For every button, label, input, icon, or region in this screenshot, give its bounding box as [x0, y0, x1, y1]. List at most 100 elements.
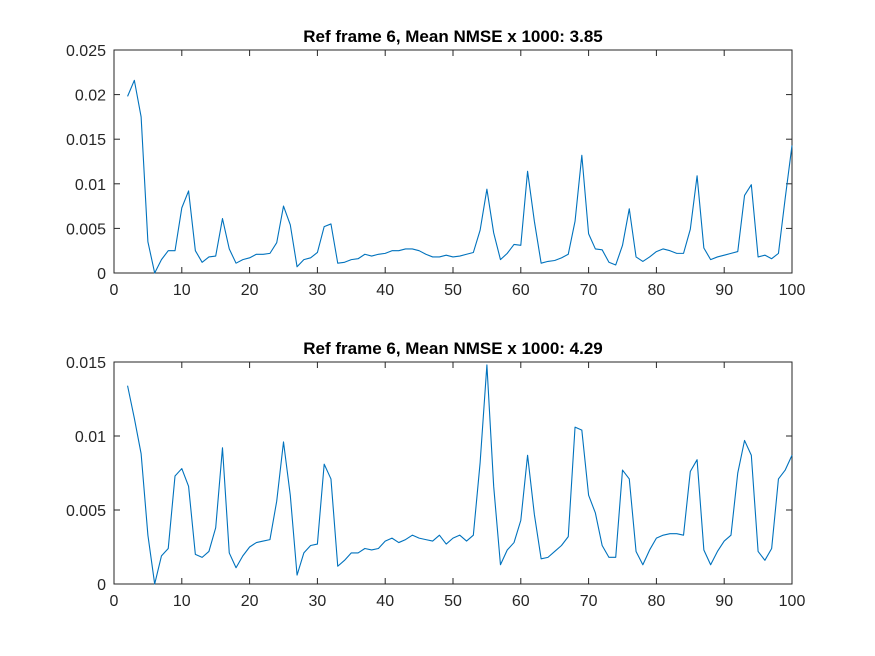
data-point: [141, 453, 142, 454]
data-point: [534, 514, 535, 515]
data-point: [344, 262, 345, 263]
data-point: [473, 252, 474, 253]
data-point: [581, 429, 582, 430]
y-tick-label: 0: [97, 266, 106, 283]
data-point: [696, 459, 697, 460]
y-tick-label: 0: [97, 577, 106, 594]
data-point: [127, 385, 128, 386]
x-tick-label: 60: [512, 282, 530, 299]
data-point: [730, 253, 731, 254]
bottom-subplot: 0 10 20 30 40 50 60 70 80 90 100 0 0.005 0.01 0.015 Ref…: [66, 339, 805, 610]
data-point: [317, 252, 318, 253]
data-point: [134, 418, 135, 419]
data-point: [486, 364, 487, 365]
data-point: [452, 256, 453, 257]
data-point: [480, 230, 481, 231]
data-point: [547, 261, 548, 262]
data-point: [513, 244, 514, 245]
data-point: [242, 259, 243, 260]
data-point: [669, 533, 670, 534]
data-point: [480, 462, 481, 463]
data-point: [188, 486, 189, 487]
data-point: [608, 262, 609, 263]
data-point: [446, 255, 447, 256]
data-point: [174, 250, 175, 251]
data-point: [656, 251, 657, 252]
data-point: [154, 272, 155, 273]
data-point: [263, 254, 264, 255]
axes-box: [113, 49, 793, 274]
data-point: [296, 266, 297, 267]
data-point: [751, 455, 752, 456]
data-point: [188, 190, 189, 191]
x-tick-label: 70: [580, 593, 598, 610]
data-point: [141, 116, 142, 117]
data-point: [730, 535, 731, 536]
data-point: [574, 427, 575, 428]
axes-box: [113, 361, 793, 585]
data-point: [385, 540, 386, 541]
data-point: [717, 551, 718, 552]
y-tick-label: 0.005: [66, 221, 106, 238]
data-point: [351, 552, 352, 553]
data-point: [263, 540, 264, 541]
data-point: [391, 250, 392, 251]
data-point: [622, 245, 623, 246]
x-tick-label: 30: [309, 593, 327, 610]
data-point: [446, 543, 447, 544]
data-point: [764, 255, 765, 256]
y-tick-label: 0.01: [75, 429, 106, 446]
data-point: [615, 264, 616, 265]
data-point: [778, 253, 779, 254]
data-point: [486, 189, 487, 190]
data-point: [235, 263, 236, 264]
data-point: [629, 208, 630, 209]
data-point: [412, 248, 413, 249]
data-point: [181, 207, 182, 208]
data-point: [649, 549, 650, 550]
data-point: [507, 253, 508, 254]
data-point: [222, 447, 223, 448]
data-point: [276, 242, 277, 243]
data-point: [568, 536, 569, 537]
data-point: [710, 259, 711, 260]
data-point: [229, 552, 230, 553]
y-tick-label: 0.015: [66, 132, 106, 149]
data-point: [520, 245, 521, 246]
x-tick-label: 50: [444, 593, 462, 610]
x-tick-label: 80: [648, 282, 666, 299]
data-point: [235, 567, 236, 568]
data-point: [459, 255, 460, 256]
data-point: [371, 549, 372, 550]
data-point: [405, 539, 406, 540]
data-point: [595, 248, 596, 249]
data-point: [161, 259, 162, 260]
data-point: [439, 535, 440, 536]
data-point: [493, 232, 494, 233]
data-point: [290, 495, 291, 496]
x-tick-label: 20: [241, 593, 259, 610]
data-point: [663, 248, 664, 249]
data-point: [466, 254, 467, 255]
data-point: [737, 472, 738, 473]
data-point: [642, 564, 643, 565]
data-point: [269, 253, 270, 254]
data-point: [147, 241, 148, 242]
data-point: [269, 539, 270, 540]
data-point: [202, 557, 203, 558]
x-tick-label: 90: [715, 282, 733, 299]
data-point: [208, 551, 209, 552]
data-point: [324, 226, 325, 227]
data-point: [357, 258, 358, 259]
data-point: [513, 542, 514, 543]
data-point: [696, 175, 697, 176]
data-point: [249, 546, 250, 547]
data-point: [541, 263, 542, 264]
data-point: [385, 253, 386, 254]
data-point: [154, 583, 155, 584]
data-point: [574, 221, 575, 222]
data-point: [534, 221, 535, 222]
data-point: [303, 552, 304, 553]
data-point: [222, 218, 223, 219]
